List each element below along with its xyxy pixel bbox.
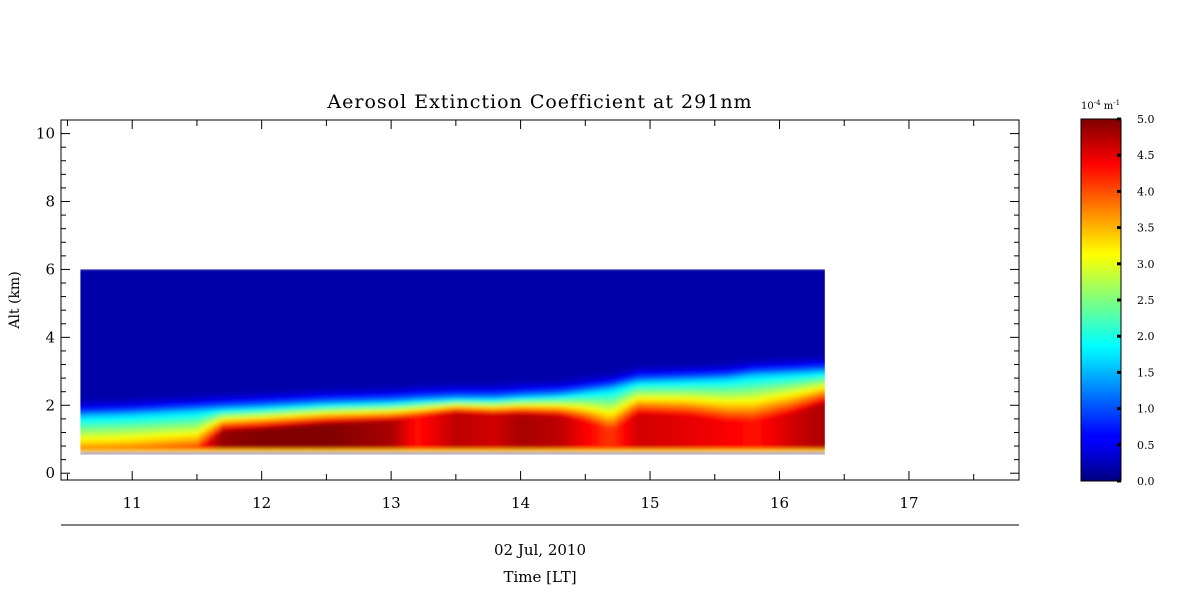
x-axis: 11 12 13 14 15 16 17 [66, 120, 975, 512]
y-tick-label: 6 [45, 260, 55, 278]
colorbar-ticks: 0.0 0.5 1.0 1.5 2.0 2.5 3.0 3.5 4.0 4.5 5.0 [1117, 113, 1155, 488]
colorbar-tick-label: 0.5 [1137, 439, 1155, 452]
x-tick-label: 16 [770, 494, 789, 512]
colorbar-tick-label: 4.0 [1137, 185, 1155, 198]
colorbar-tick-label: 1.0 [1137, 403, 1155, 416]
colorbar-unit: 10-4 m-1 [1081, 99, 1120, 112]
colorbar-tick-label: 5.0 [1137, 113, 1155, 126]
x-axis-label: Time [LT] [503, 568, 576, 586]
plot-frame [60, 119, 1020, 481]
colorbar-tick-label: 2.0 [1137, 330, 1155, 343]
x-tick-label: 11 [123, 494, 142, 512]
colorbar-tick-label: 4.5 [1137, 149, 1155, 162]
x-tick-label: 14 [511, 494, 530, 512]
colorbar-tick-label: 3.0 [1137, 258, 1155, 271]
colorbar [1080, 118, 1122, 482]
x-tick-label: 13 [382, 494, 401, 512]
y-axis-label: Alt (km) [7, 271, 23, 329]
y-tick-label: 10 [36, 125, 55, 143]
heatmap [80, 269, 825, 455]
colorbar-unit-suffix-exp: -1 [1113, 99, 1120, 107]
y-tick-label: 0 [45, 464, 55, 482]
colorbar-unit-base: 10 [1081, 101, 1094, 112]
x-tick-label: 15 [640, 494, 659, 512]
colorbar-tick-label: 3.5 [1137, 222, 1155, 235]
colorbar-tick-label: 2.5 [1137, 294, 1155, 307]
y-tick-label: 2 [45, 396, 55, 414]
y-axis: 0 2 4 6 8 10 [36, 125, 1019, 482]
x-tick-label: 12 [252, 494, 271, 512]
date-label: 02 Jul, 2010 [494, 541, 586, 559]
colorbar-unit-suffix: m [1104, 101, 1114, 112]
colorbar-unit-exp: -4 [1094, 99, 1101, 107]
y-tick-label: 4 [45, 328, 55, 346]
chart-title: Aerosol Extinction Coefficient at 291nm [326, 91, 752, 113]
x-tick-label: 17 [899, 494, 918, 512]
colorbar-tick-label: 0.0 [1137, 475, 1155, 488]
y-tick-label: 8 [45, 193, 55, 211]
colorbar-tick-label: 1.5 [1137, 366, 1155, 379]
